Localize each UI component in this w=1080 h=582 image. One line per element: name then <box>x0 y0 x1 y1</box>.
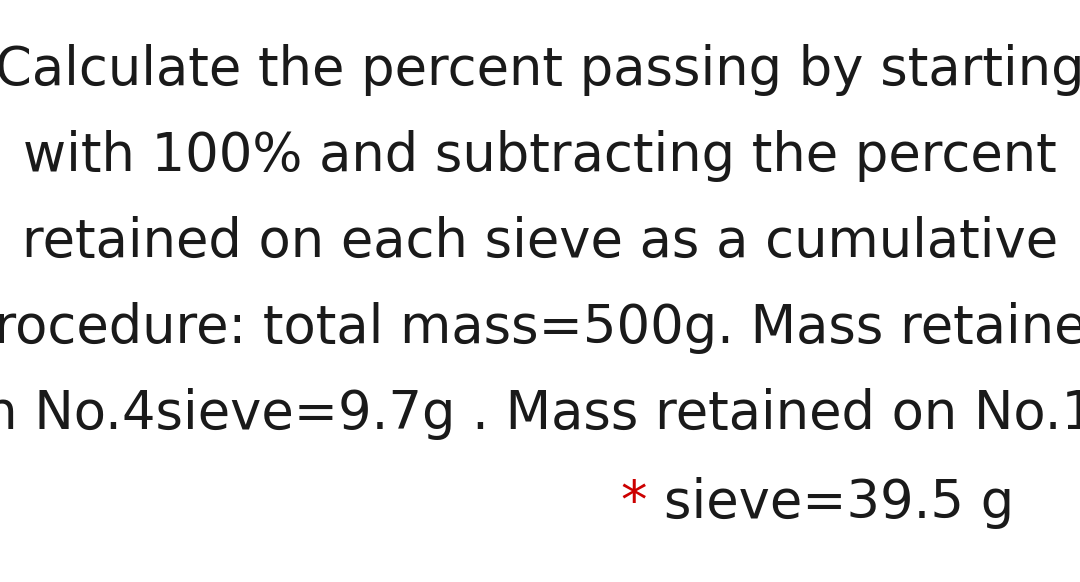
Text: on No.4sieve=9.7g . Mass retained on No.10: on No.4sieve=9.7g . Mass retained on No.… <box>0 388 1080 441</box>
Text: retained on each sieve as a cumulative: retained on each sieve as a cumulative <box>22 216 1058 268</box>
Text: procedure: total mass=500g. Mass retained: procedure: total mass=500g. Mass retaine… <box>0 302 1080 354</box>
Text: Calculate the percent passing by starting: Calculate the percent passing by startin… <box>0 44 1080 96</box>
Text: with 100% and subtracting the percent: with 100% and subtracting the percent <box>23 130 1057 182</box>
Text: sieve=39.5 g: sieve=39.5 g <box>664 477 1014 530</box>
Text: *: * <box>621 477 664 530</box>
